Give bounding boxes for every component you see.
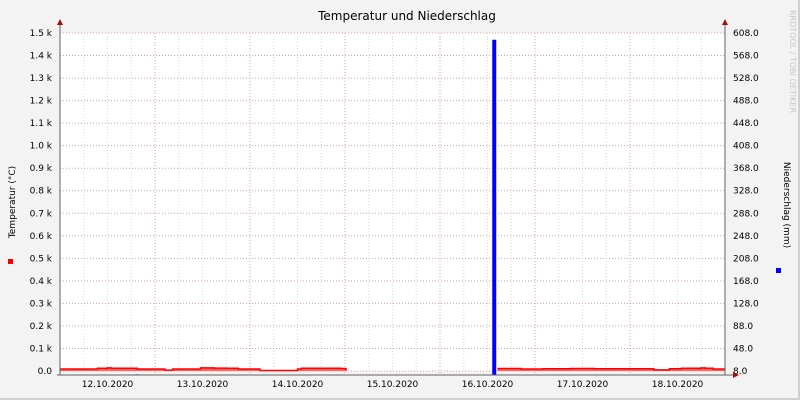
x-tick-label: 18.10.2020	[652, 380, 704, 390]
y-left-tick-label: 1.0 k	[30, 142, 53, 152]
y-left-tick-label: 0.5 k	[30, 254, 53, 264]
y-right-tick-label: 488.0	[733, 97, 759, 107]
y-right-tick-label: 8.0	[733, 367, 748, 377]
y-right-tick-label: 88.0	[733, 322, 753, 332]
y-left-tick-label: 0.7 k	[30, 209, 53, 219]
y-axis-left-label: Temperatur (°C)	[8, 166, 18, 239]
y-right-tick-label: 408.0	[733, 142, 759, 152]
x-tick-label: 14.10.2020	[272, 380, 324, 390]
x-tick-label: 16.10.2020	[462, 380, 514, 390]
y-right-tick-label: 48.0	[733, 344, 753, 354]
y-right-tick-label: 288.0	[733, 209, 759, 219]
y-right-tick-label: 568.0	[733, 52, 759, 62]
y-left-tick-label: 0.9 k	[30, 164, 53, 174]
y-left-tick-label: 0.2 k	[30, 322, 53, 332]
y-left-tick-label: 1.4 k	[30, 52, 53, 62]
legend-temperature-marker	[8, 259, 13, 264]
temperature-line	[60, 367, 347, 372]
y-left-tick-label: 0.1 k	[30, 344, 53, 354]
x-axis-arrow-icon	[733, 372, 739, 378]
y-right-tick-label: 168.0	[733, 277, 759, 287]
y-right-tick-label: 368.0	[733, 164, 759, 174]
y-right-tick-label: 448.0	[733, 119, 759, 129]
y-right-tick-label: 248.0	[733, 232, 759, 242]
y-left-tick-label: 0.8 k	[30, 187, 53, 197]
y-axis-right-arrow-icon	[722, 19, 728, 25]
x-tick-label: 17.10.2020	[557, 380, 609, 390]
y-left-tick-label: 1.3 k	[30, 74, 53, 84]
y-left-tick-label: 0.0	[38, 367, 53, 377]
y-left-tick-label: 1.5 k	[30, 29, 53, 39]
precipitation-bar	[492, 39, 497, 376]
y-right-tick-label: 208.0	[733, 254, 759, 264]
x-tick-label: 12.10.2020	[82, 380, 134, 390]
y-left-tick-label: 0.3 k	[30, 299, 53, 309]
y-axis-right-label: Niederschlag (mm)	[781, 162, 791, 248]
y-left-tick-label: 1.2 k	[30, 97, 53, 107]
chart-title: Temperatur und Niederschlag	[317, 9, 496, 23]
legend-precipitation-marker	[776, 268, 781, 273]
plot-area: 0.0 0.1 k 0.2 k 0.3 k 0.4 k 0.5 k 0.6 k 0.7 k 0.…	[30, 19, 759, 390]
y-right-tick-label: 608.0	[733, 29, 759, 39]
y-left-tick-label: 1.1 k	[30, 119, 53, 129]
temperature-line	[497, 367, 725, 371]
y-right-tick-label: 128.0	[733, 299, 759, 309]
x-tick-label: 15.10.2020	[367, 380, 419, 390]
y-right-tick-label: 328.0	[733, 187, 759, 197]
y-left-tick-label: 0.6 k	[30, 232, 53, 242]
y-right-tick-label: 528.0	[733, 74, 759, 84]
watermark: RRDTOOL / TOBI OETIKER	[788, 10, 797, 113]
y-axis-left-arrow-icon	[57, 19, 63, 25]
y-left-tick-label: 0.4 k	[30, 277, 53, 287]
x-tick-label: 13.10.2020	[177, 380, 229, 390]
